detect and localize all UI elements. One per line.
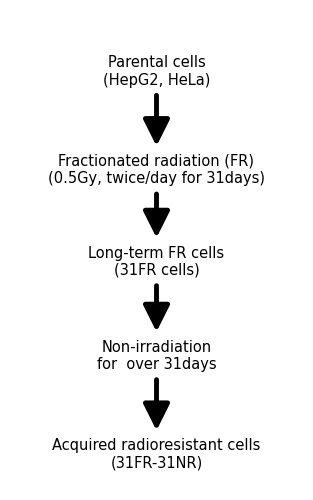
Text: Fractionated radiation (FR)
(0.5Gy, twice/day for 31days): Fractionated radiation (FR) (0.5Gy, twic… xyxy=(48,154,265,186)
Text: Acquired radioresistant cells
(31FR-31NR): Acquired radioresistant cells (31FR-31NR… xyxy=(52,438,261,470)
Text: Non-irradiation
for  over 31days: Non-irradiation for over 31days xyxy=(97,340,216,372)
Text: Long-term FR cells
(31FR cells): Long-term FR cells (31FR cells) xyxy=(89,246,224,278)
Text: Parental cells
(HepG2, HeLa): Parental cells (HepG2, HeLa) xyxy=(103,55,210,88)
